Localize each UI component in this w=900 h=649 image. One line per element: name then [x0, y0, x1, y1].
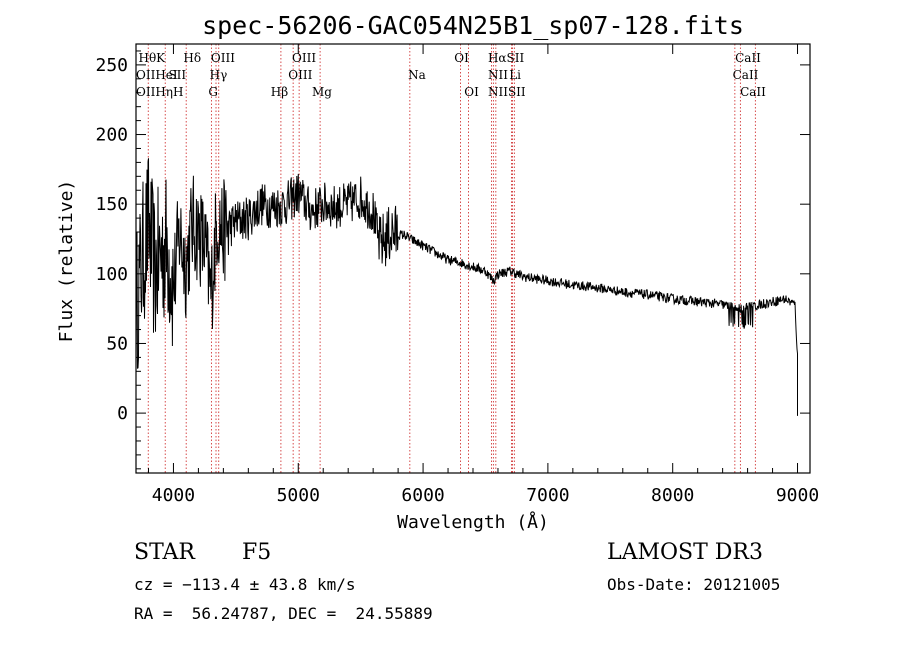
y-tick-label: 150	[95, 194, 128, 215]
chart-title: spec-56206-GAC054N25B1_sp07-128.fits	[202, 11, 744, 40]
line-label: CaII	[735, 51, 761, 65]
y-tick-label: 250	[95, 55, 128, 76]
x-tick-label: 5000	[277, 485, 320, 506]
line-label: SII	[168, 68, 186, 82]
line-label: OIII	[211, 51, 235, 65]
line-label: HθK	[138, 51, 166, 65]
object-class: STAR	[134, 540, 195, 565]
line-label: OIII	[292, 51, 316, 65]
redshift-info: cz = −113.4 ± 43.8 km/s	[134, 575, 356, 594]
plot-frame	[135, 43, 811, 474]
line-label: OI	[454, 51, 469, 65]
line-label: NII	[488, 68, 508, 82]
line-label: Hδ	[183, 51, 201, 65]
line-label: CaII	[733, 68, 759, 82]
line-label: OIII	[288, 68, 312, 82]
y-tick-label: 200	[95, 125, 128, 146]
observation-date: Obs-Date: 20121005	[607, 575, 781, 594]
spectrum-line	[135, 158, 798, 416]
x-tick-label: 6000	[401, 485, 444, 506]
line-label: OIIHeI	[136, 68, 178, 82]
line-label: OI	[464, 85, 479, 99]
x-tick-label: 8000	[651, 485, 694, 506]
y-tick-label: 50	[106, 333, 128, 354]
y-axis-label: Flux (relative)	[56, 180, 77, 343]
y-tick-label: 100	[95, 264, 128, 285]
line-label: CaII	[740, 85, 766, 99]
object-subclass: F5	[242, 540, 272, 565]
x-axis-label: Wavelength (Å)	[397, 511, 549, 533]
emission-lines	[147, 44, 756, 473]
line-label: NIISII	[488, 85, 526, 99]
line-label: Li	[509, 68, 521, 82]
line-label: HαSII	[488, 51, 525, 65]
axis-ticks: 4000 5000 6000 7000 8000 9000 0 50 100 150 200 250	[95, 44, 819, 506]
line-label: Na	[408, 68, 426, 82]
line-label: Hβ	[271, 85, 288, 99]
x-tick-label: 4000	[152, 485, 195, 506]
x-tick-label: 7000	[526, 485, 569, 506]
line-label: G	[208, 85, 218, 99]
line-label: OIIHηH	[136, 85, 183, 99]
y-tick-label: 0	[117, 403, 128, 424]
line-label: Mg	[312, 85, 332, 99]
coordinates: RA = 56.24787, DEC = 24.55889	[134, 604, 433, 623]
x-tick-label: 9000	[776, 485, 819, 506]
line-label: Hγ	[210, 68, 228, 82]
survey-name: LAMOST DR3	[607, 540, 763, 565]
